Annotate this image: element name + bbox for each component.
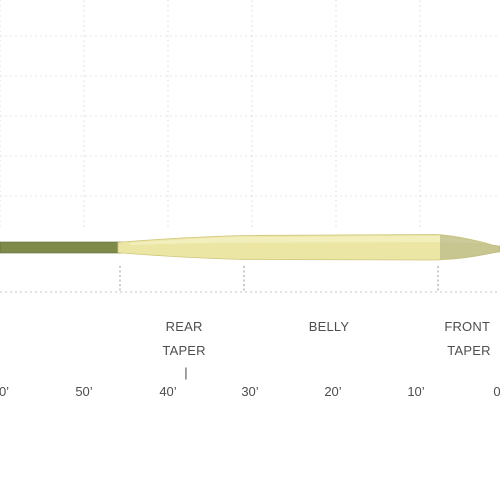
scale-label: 0’ (0, 384, 9, 399)
line-head-highlight (130, 236, 486, 245)
front-taper-label-line-1: FRONT (444, 319, 490, 334)
scale-label: 0 (493, 384, 500, 399)
scale-label: 40’ (159, 384, 176, 399)
front-taper-label: FRONT TAPER (444, 319, 493, 358)
rear-taper-label-line-1: REAR (166, 319, 203, 334)
distance-scale: 0’ 50’ 40’ 30’ 20’ 10’ 0 (0, 384, 500, 399)
front-taper-tip (440, 235, 500, 260)
belly-label: BELLY (309, 319, 350, 334)
running-line (0, 241, 123, 254)
scale-label: 10’ (407, 384, 424, 399)
scale-label: 20’ (324, 384, 341, 399)
rear-taper-label-line-2: TAPER (162, 343, 205, 358)
background-grid (0, 0, 500, 230)
fly-line (0, 234, 500, 261)
scale-label: 30’ (241, 384, 258, 399)
scale-label: 50’ (75, 384, 92, 399)
belly-label-line-1: BELLY (309, 319, 350, 334)
section-boundaries (119, 266, 439, 292)
rear-taper-label: REAR TAPER | (162, 319, 209, 380)
rear-taper-label-line-3: | (184, 365, 188, 380)
front-taper-label-line-2: TAPER (447, 343, 490, 358)
